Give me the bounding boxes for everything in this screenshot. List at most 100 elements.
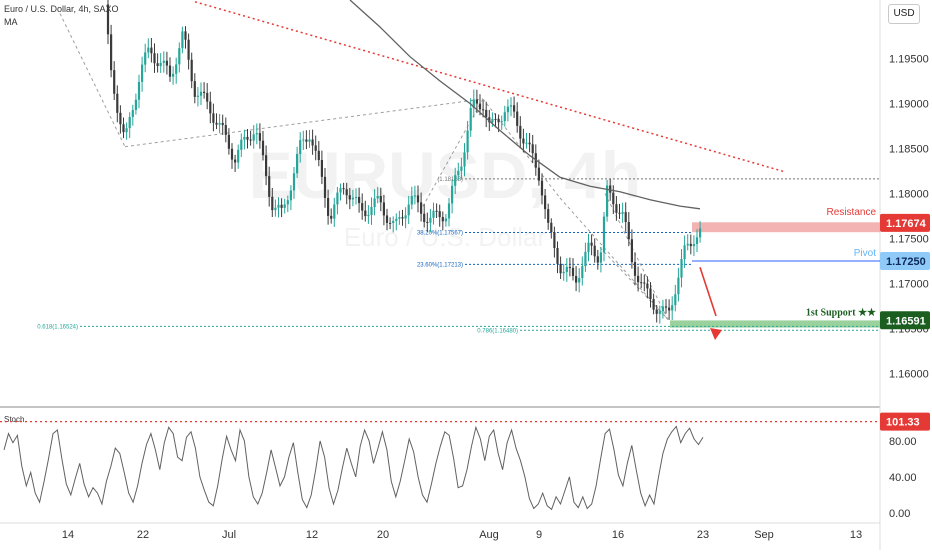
support-label: 1st Support ★★ [806,307,876,318]
pivot-tag [880,252,930,270]
candle-body [283,204,286,208]
fib-label: 0.786(1.16480) [477,328,518,334]
support-tag-label: 1.16591 [886,315,926,327]
candle-body [602,216,606,253]
candle-body [599,252,602,263]
candle-body [227,134,230,149]
candle-body [141,64,144,82]
candle-body [435,210,438,212]
price-tick-label: 1.17000 [889,279,929,291]
candle-body [280,204,283,208]
projection-arrow-head [710,328,722,340]
candle-body [571,267,575,276]
candle-body [147,47,150,53]
candle-body [137,81,141,100]
currency-button[interactable]: USD [888,4,920,24]
candle-body [153,53,156,64]
price-tick-label: 1.19500 [889,54,929,66]
candle-body [565,266,568,273]
candle-body [509,105,513,107]
candle-body [519,125,522,139]
time-tick-label: Jul [222,529,236,541]
candle-body [271,196,274,211]
candle-body [466,130,469,153]
candle-body [382,202,385,216]
candle-body [113,70,116,94]
candle-body [215,122,218,125]
candle-body [305,139,308,142]
time-tick-label: Aug [479,529,499,541]
candle-body [330,215,333,219]
candle-body [500,121,503,123]
resistance-zone [692,222,880,233]
resistance-tag-label: 1.17674 [886,218,927,230]
watermark-name: Euro / U.S. Dollar [344,222,547,252]
candle-body [274,207,277,211]
candle-body [590,242,593,246]
candle-body [268,176,271,197]
candle-body [134,99,137,110]
candle-body [367,214,370,217]
candle-body [410,196,413,205]
candle-body [401,217,404,219]
candle-body [413,195,416,197]
candle-body [494,118,497,120]
pattern-line [599,247,669,320]
candle-body [345,189,348,196]
time-tick-label: 23 [697,529,709,541]
candle-body [128,117,131,129]
candle-body [692,244,695,247]
candle-body [376,195,379,199]
candle-body [630,239,633,263]
candle-body [584,251,587,267]
candle-body [116,93,119,113]
candle-body [699,228,702,238]
candle-body [165,60,168,66]
price-tick-label: 1.18500 [889,144,929,156]
candle-body [686,243,689,246]
candle-body [296,153,299,174]
candle-body [525,142,528,144]
candle-body [491,118,494,123]
candle-body [348,195,351,200]
candle-body [358,196,361,204]
candle-body [364,210,367,217]
candle-body [144,52,147,65]
fib-label: (1.18163) [437,177,463,183]
candle-body [485,109,488,118]
time-tick-label: 14 [62,529,74,541]
candle-body [674,294,677,306]
symbol-title: Euro / U.S. Dollar, 4h, SAXO [4,4,119,14]
candle-body [389,222,392,224]
candle-body [575,275,578,283]
candle-body [289,190,292,201]
candle-body [671,305,674,311]
candle-body [596,256,599,263]
candle-body [110,34,113,71]
candle-body [243,136,246,140]
time-tick-label: 16 [612,529,624,541]
fib-label: 0.618(1.16524) [37,324,78,330]
candle-body [162,60,165,63]
candle-body [457,170,460,176]
candle-body [308,139,311,142]
indicator-label: MA [4,17,18,27]
candle-body [370,207,373,215]
candle-body [593,245,596,257]
candle-body [317,150,320,161]
candle-body [404,215,407,219]
candle-body [265,155,268,177]
candle-body [652,299,655,310]
candle-body [683,245,686,260]
candle-body [261,140,265,156]
candle-body [637,275,640,283]
candle-body [178,48,181,65]
candle-body [643,282,646,284]
fib-label: 23.60%(1.17213) [417,262,463,268]
candle-body [131,109,134,118]
candle-body [649,288,652,300]
fib-label: 38.20%(1.17567) [417,230,463,236]
candle-body [258,133,261,141]
